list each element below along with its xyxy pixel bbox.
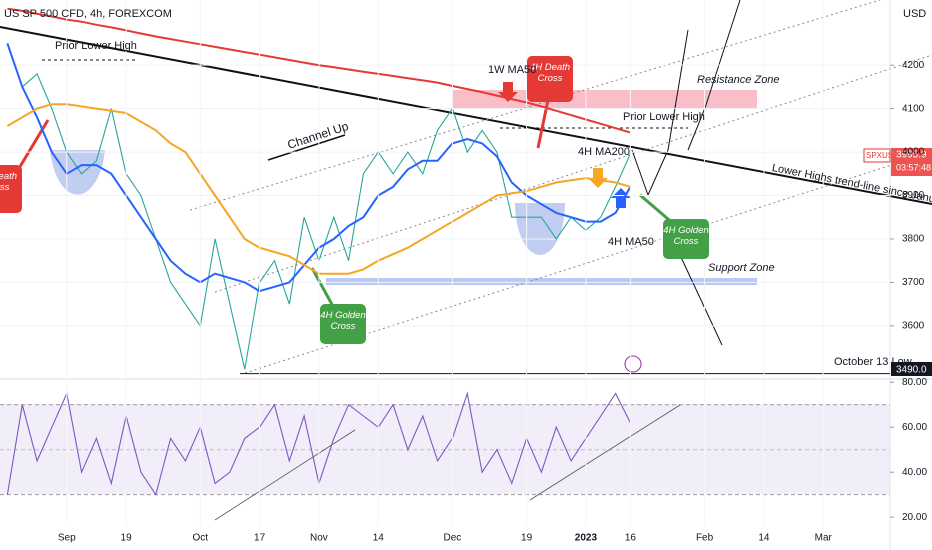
- support-zone: [326, 278, 757, 285]
- y-tick-label: 20.00: [902, 512, 927, 523]
- symbol-box: [863, 148, 891, 163]
- y-tick-label: 3800: [902, 234, 925, 245]
- series-label: 1W MA50: [488, 64, 536, 76]
- projection-lines: [631, 0, 741, 346]
- x-tick-label: Feb: [696, 533, 714, 544]
- annotation-bubble: 4H Golden Cross: [320, 304, 366, 344]
- x-tick-label: 19: [121, 533, 133, 544]
- arrow-down: [588, 168, 608, 188]
- cup-shape: [515, 203, 565, 255]
- annotation: Prior Lower High: [55, 40, 137, 52]
- y-tick-label: 4100: [902, 103, 925, 114]
- x-tick-label: Oct: [192, 533, 208, 544]
- annotation: Prior Lower High: [623, 111, 705, 123]
- level-box: [891, 362, 932, 376]
- bubble-pointer: [310, 267, 337, 311]
- series-label: 4H MA50: [608, 236, 654, 248]
- x-tick-label: Mar: [815, 533, 833, 544]
- annotation-bubble: 4H Golden Cross: [663, 219, 709, 259]
- y-tick-label: 3600: [902, 321, 925, 332]
- price-box: [891, 148, 932, 176]
- y-tick-label: 3900: [902, 190, 925, 201]
- y-unit: USD: [903, 8, 926, 20]
- x-tick-label: 14: [758, 533, 770, 544]
- bubble-text: 4H Golden Cross: [663, 219, 709, 259]
- y-tick-label: 4200: [902, 60, 925, 71]
- resistance-zone: [452, 90, 757, 108]
- x-tick-label: 16: [625, 533, 637, 544]
- annotation-bubble: 4H Death Cross: [527, 56, 573, 102]
- last-price: 3995.9: [896, 150, 927, 161]
- level-label: 3490.0: [896, 365, 927, 376]
- countdown: 03:57:48: [896, 162, 931, 172]
- channel-underline: [267, 134, 346, 161]
- symbol-label: SPXUSD: [866, 151, 899, 160]
- y-tick-label: 60.00: [902, 422, 927, 433]
- event-icon: [624, 355, 642, 373]
- x-tick-label: Sep: [58, 533, 76, 544]
- cup-shape: [50, 150, 105, 195]
- annotation: Support Zone: [708, 262, 775, 274]
- annotation-bubble: 4H Death Cross: [0, 165, 22, 213]
- x-tick-label: 2023: [575, 533, 598, 544]
- y-tick-label: 80.00: [902, 377, 927, 388]
- channel-line: [214, 54, 932, 293]
- x-tick-label: 14: [373, 533, 385, 544]
- series-label: 4H MA200: [578, 146, 630, 158]
- y-tick-label: 3700: [902, 277, 925, 288]
- x-tick-label: 17: [254, 533, 266, 544]
- y-tick-label: 40.00: [902, 467, 927, 478]
- x-tick-label: Dec: [444, 533, 462, 544]
- x-tick-label: 19: [521, 533, 533, 544]
- annotation: Channel Up: [286, 119, 351, 152]
- trend-line: [0, 26, 932, 205]
- annotation: Resistance Zone: [697, 74, 780, 86]
- bubble-text: 4H Death Cross: [527, 56, 573, 102]
- x-tick-label: Nov: [310, 533, 328, 544]
- bubble-text: 4H Death Cross: [0, 165, 22, 213]
- rsi-trend: [529, 404, 681, 501]
- y-tick-label: 4000: [902, 147, 925, 158]
- chart-title: US SP 500 CFD, 4h, FOREXCOM: [4, 8, 172, 20]
- bubble-text: 4H Golden Cross: [320, 304, 366, 344]
